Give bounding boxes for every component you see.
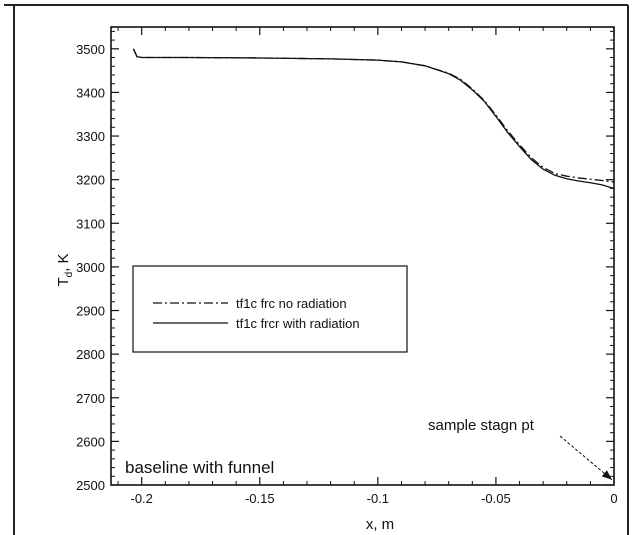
y-tick-label: 2700 <box>76 391 105 406</box>
plot-area <box>110 26 615 486</box>
legend: tf1c frc no radiation tf1c frcr with rad… <box>132 265 408 353</box>
legend-box <box>132 265 408 353</box>
annotation-sample-stagn-pt: sample stagn pt <box>428 417 535 434</box>
x-tick-label: -0.1 <box>367 491 389 506</box>
legend-label-with-radiation: tf1c frcr with radiation <box>236 316 360 331</box>
y-axis-label: Td, K <box>55 253 75 286</box>
annotation-baseline: baseline with funnel <box>125 458 274 477</box>
y-tick-label: 2600 <box>76 434 105 449</box>
series-line-no-radiation <box>132 48 615 183</box>
y-tick-label: 3300 <box>76 129 105 144</box>
x-tick-label: -0.2 <box>130 491 152 506</box>
y-tick-label: 2800 <box>76 347 105 362</box>
y-tick-label: 3500 <box>76 42 105 57</box>
annotation-arrow-head <box>601 470 612 480</box>
x-axis-label: x, m <box>366 516 394 533</box>
annotation-arrow <box>559 435 613 481</box>
y-tick-label: 3200 <box>76 173 105 188</box>
x-tick-label: -0.15 <box>245 491 275 506</box>
x-tick-label: 0 <box>610 491 617 506</box>
annotation-arrow-line <box>559 435 613 481</box>
y-tick-label: 3000 <box>76 260 105 275</box>
y-ticks: 2500 2600 2700 2800 2900 3000 3100 3200 3300 3400… <box>76 30 614 493</box>
y-tick-label: 2900 <box>76 304 105 319</box>
x-tick-label: -0.05 <box>481 491 511 506</box>
y-tick-label: 3100 <box>76 216 105 231</box>
series-line-with-radiation <box>132 48 615 190</box>
legend-label-no-radiation: tf1c frc no radiation <box>236 296 347 311</box>
y-tick-label: 3400 <box>76 85 105 100</box>
x-ticks: -0.2 -0.15 -0.1 -0.05 0 <box>117 27 618 506</box>
y-tick-label: 2500 <box>76 478 105 493</box>
series-layer <box>132 48 615 190</box>
